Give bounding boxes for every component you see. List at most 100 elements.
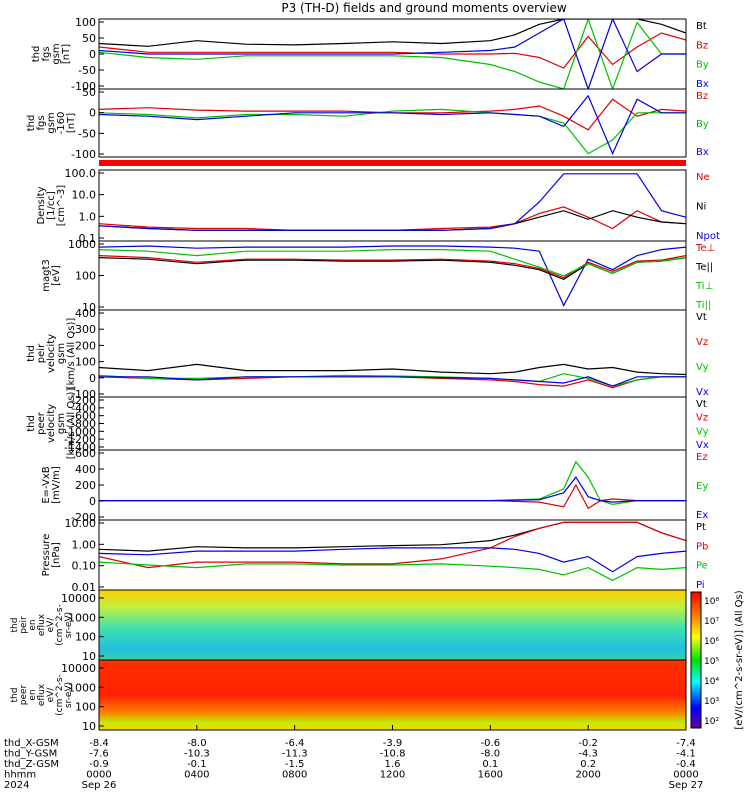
y-tick-label: 0 [89,372,96,385]
y-tick-label: -1000 [64,425,96,438]
colorbar: 10⁸ 10⁷ 10⁶ 10⁵ 10⁴ 10³ 10² [eV/(cm^2-s-sr-eV)]… [690,590,745,730]
y-axis-label-line: Pressure [41,534,52,577]
y-axis-label-line: eV/ [46,617,56,633]
panel-fgs-gsm: 100 50 0 -50 -100 thd fgs gsm [nT] Bt Bz By Bx [31,16,709,93]
x-row-value: -7.6 [89,749,109,760]
y-tick-label: 400 [75,307,96,320]
x-row-value: -0.1 [187,759,207,770]
y-axis-label-line: [nT] [66,113,77,133]
colorbar-scale [690,591,702,729]
legend-Vy: Vy [696,362,709,373]
y-tick-label: 10.0 [72,189,97,202]
y-axis-label: thd peer velocity gsm [km/s (All Qs)] [26,388,77,460]
legend-Te⊥: Te⊥ [695,243,715,254]
y-axis-label-line: [cm^-3] [56,185,67,226]
y-axis-label-line: [1/cc] [46,191,57,220]
legend-Bt: Bt [696,21,707,32]
y-tick-label: -100 [71,80,96,93]
y-axis-label-line: (cm^2-s- [55,604,65,646]
series-Bt [99,19,686,47]
y-axis-label-line: fgs [36,115,47,130]
legend-Ni: Ni [696,202,706,213]
x-row-value: 0.1 [482,759,498,770]
series-Pb [99,521,686,569]
y-axis-label: thd peir velocity gsm [km/s (All Qs)] [26,318,77,390]
y-tick-label: 200 [75,479,96,492]
y-axis-label-line: peer [36,411,47,435]
y-tick-label: 0.01 [72,581,97,594]
y-axis-label-line: gsm [56,413,67,434]
y-tick-label: 1.00 [72,538,97,551]
x-row-label: hhmm [4,770,36,781]
y-axis-label-line: sr-eV) [64,612,74,638]
y-tick-label: 0 [89,107,96,120]
y-axis-label-line: [nT] [61,44,72,64]
series-By [99,108,686,155]
series-Pt [99,521,686,552]
y-tick-label: 10000 [61,592,96,605]
y-tick-label: 1000 [68,681,96,694]
y-axis-label-line: en [28,619,38,630]
y-axis-label-line: thd [26,115,37,132]
x-row-value: -6.4 [285,738,305,749]
x-row-value: -4.3 [578,749,598,760]
x-row-value: -8.0 [481,749,501,760]
legend-Pt: Pt [696,522,706,533]
legend-Ti⊥: Ti⊥ [695,281,713,292]
colorbar-tick: 10⁴ [704,677,719,687]
x-row-value: -10.3 [184,749,210,760]
y-tick-label: 600 [75,447,96,460]
legend-Vx: Vx [696,387,709,398]
y-tick-label: 100 [75,16,96,29]
legend-Bz: Bz [696,91,708,102]
y-axis-label-line: [eV] [51,265,62,286]
y-tick-label: 0 [89,48,96,61]
y-tick-label: -1400 [64,441,96,454]
y-tick-label: 100 [75,270,96,283]
series-Ex [99,476,686,503]
colorbar-tick: 10² [704,717,719,727]
legend-Te||: Te|| [695,262,713,273]
y-axis-label-line: eflux [37,613,47,636]
panel-temperature: 1000 100 10 magt3 [eV] Te⊥ Te|| Ti⊥ Ti|| [41,238,715,314]
x-row-value: 0000 [673,770,698,781]
legend-Vz: Vz [696,337,708,348]
series-Vt [99,363,686,376]
y-tick-label: 1000 [68,611,96,624]
x-row-value: -11.3 [282,749,308,760]
y-axis-label-line: velocity [46,404,57,443]
series-Pi [99,547,686,573]
panel-frame [98,449,687,521]
y-tick-label: 100 [75,701,96,714]
y-tick-label: 10000 [61,662,96,675]
x-row-value: -8.0 [187,738,207,749]
legend-Ey: Ey [696,481,708,492]
series-Bx [99,19,686,89]
x-row-value: -7.4 [676,738,696,749]
x-row-value: 0800 [282,770,307,781]
series-Npot [99,173,686,231]
y-axis-label-line: thd [10,688,20,703]
series-Bz [99,32,686,69]
series-Ti|| [99,249,686,277]
x-axis-labels: thd_X-GSM -8.4 -8.0 -6.4 -3.9 -0.6 -0.2 -7.4 thd… [4,725,703,791]
y-tick-label: 10 [82,301,96,314]
y-axis-label-line: Density [36,186,47,224]
series-Vx [99,376,686,387]
y-axis-label-line: [km/s (All Qs)] [66,318,77,390]
series-Ni [99,210,686,231]
y-tick-label: -50 [78,127,96,140]
y-tick-label: 200 [75,339,96,352]
spectrogram-image [99,590,686,660]
x-row-value: 0.2 [580,759,596,770]
x-row-value: 1200 [380,770,405,781]
colorbar-tick: 10⁷ [704,617,719,627]
x-row-label: thd_Y-GSM [4,749,57,760]
series-Bx [99,94,686,156]
panel-fgs-gsm-zoom: 50 0 -50 -100 thd fgs gsm -160 [nT] Bz By Bx [26,86,709,161]
y-tick-label: 50 [82,32,96,45]
